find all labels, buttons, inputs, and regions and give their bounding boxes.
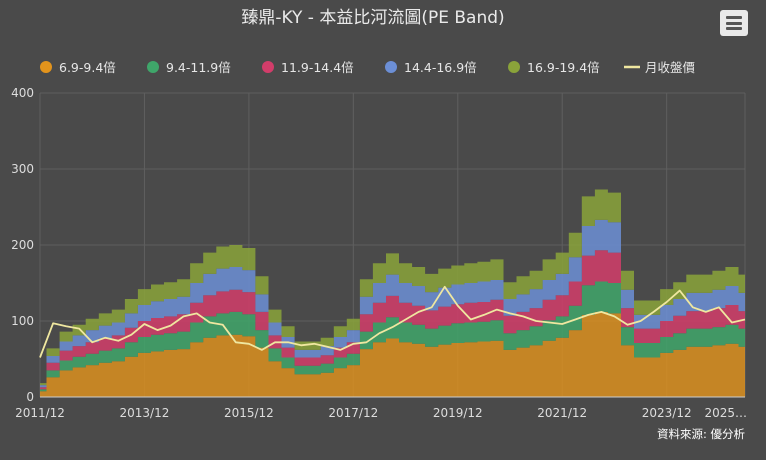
x-tick-label: 2015/12 xyxy=(224,406,274,420)
x-tick-label: 2013/12 xyxy=(120,406,170,420)
pe-band-4 xyxy=(40,219,745,388)
x-tick-label: 2019/12 xyxy=(433,406,483,420)
y-tick-label: 300 xyxy=(11,162,34,176)
menu-bar-icon xyxy=(726,16,742,19)
menu-bar-icon xyxy=(726,27,742,30)
legend-item[interactable]: 月收盤價 xyxy=(624,60,696,75)
legend-marker xyxy=(40,61,52,73)
y-tick-label: 200 xyxy=(11,238,34,252)
legend-label: 11.9-14.4倍 xyxy=(281,60,354,75)
pe-band-5 xyxy=(40,189,745,386)
legend-label: 14.4-16.9倍 xyxy=(404,60,477,75)
y-tick-label: 400 xyxy=(11,86,34,100)
legend-item[interactable]: 16.9-19.4倍 xyxy=(508,60,600,75)
legend-item[interactable]: 11.9-14.4倍 xyxy=(262,60,354,75)
axes: 0 100 200 300 400 2011/12 2013/12 2015/12 2017/1… xyxy=(11,86,747,420)
y-tick-label: 0 xyxy=(26,390,34,404)
x-tick-label: 2021/12 xyxy=(537,406,587,420)
legend: 6.9-9.4倍 9.4-11.9倍 11.9-14.4倍 14.4-16.9倍 16.… xyxy=(40,60,696,75)
legend-label: 16.9-19.4倍 xyxy=(527,60,600,75)
pe-band-1 xyxy=(40,311,745,397)
x-tick-label: 2023/12 xyxy=(642,406,692,420)
legend-marker xyxy=(508,61,520,73)
legend-marker xyxy=(147,61,159,73)
legend-label: 9.4-11.9倍 xyxy=(166,60,231,75)
x-tick-label: 2017/12 xyxy=(328,406,378,420)
x-tick-label: 2025… xyxy=(704,406,747,420)
pe-bands xyxy=(40,189,745,397)
legend-item[interactable]: 9.4-11.9倍 xyxy=(147,60,231,75)
price-line-group xyxy=(39,285,746,358)
legend-label: 月收盤價 xyxy=(645,60,696,75)
legend-item[interactable]: 14.4-16.9倍 xyxy=(385,60,477,75)
price-line xyxy=(39,285,746,358)
credit-label: 資料來源: 優分析 xyxy=(657,427,745,441)
pe-band-2 xyxy=(40,281,745,392)
x-tick-label: 2011/12 xyxy=(15,406,65,420)
legend-marker xyxy=(262,61,274,73)
chart-title: 臻鼎-KY - 本益比河流圖(PE Band) xyxy=(241,8,504,28)
pe-band-3 xyxy=(40,250,745,390)
y-tick-label: 100 xyxy=(11,314,34,328)
chart-menu-button[interactable] xyxy=(720,10,748,36)
legend-marker xyxy=(385,61,397,73)
legend-label: 6.9-9.4倍 xyxy=(59,60,116,75)
menu-bar-icon xyxy=(726,21,742,25)
legend-item[interactable]: 6.9-9.4倍 xyxy=(40,60,116,75)
